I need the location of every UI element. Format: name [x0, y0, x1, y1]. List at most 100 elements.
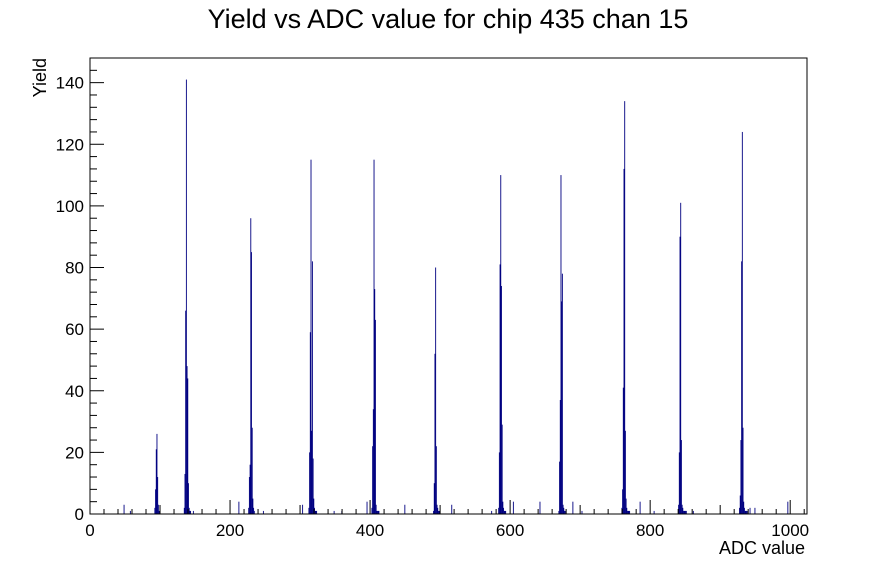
- histogram-bar: [309, 332, 311, 514]
- histogram-bar: [376, 510, 378, 514]
- histogram-bar: [681, 504, 683, 514]
- histogram-bar: [622, 489, 624, 514]
- histogram-bar: [491, 510, 493, 514]
- histogram-bar: [679, 236, 681, 514]
- histogram-bar: [501, 286, 502, 514]
- y-tick-label: 80: [65, 259, 84, 278]
- histogram-bar: [743, 507, 745, 514]
- histogram-bar: [512, 501, 514, 514]
- histogram-bar: [129, 510, 131, 514]
- histogram-bar: [372, 409, 374, 514]
- y-tick-label: 120: [56, 135, 84, 154]
- histogram-bar: [564, 510, 566, 514]
- histogram-bar: [498, 452, 500, 514]
- y-tick-label: 0: [75, 505, 84, 524]
- histogram-bar: [371, 507, 373, 514]
- histogram-bar: [372, 446, 374, 514]
- histogram-bar: [505, 510, 507, 514]
- histogram-bar: [685, 510, 687, 514]
- histogram-bar: [435, 267, 437, 514]
- histogram-bar: [251, 427, 253, 514]
- histogram-bar: [315, 510, 317, 514]
- histogram-bar: [563, 507, 565, 514]
- y-tick-label: 20: [65, 443, 84, 462]
- histogram-bar: [558, 510, 560, 514]
- histogram-bar: [745, 510, 747, 514]
- histogram-bar: [312, 458, 314, 514]
- histogram-bar: [404, 504, 406, 514]
- x-tick-label: 1000: [771, 521, 809, 540]
- histogram-bar: [622, 387, 624, 514]
- histogram-bar: [378, 510, 380, 514]
- histogram-bar: [561, 301, 563, 514]
- histogram-bar: [561, 273, 563, 514]
- histogram-bar: [189, 510, 191, 514]
- histogram-bar: [185, 79, 187, 514]
- x-axis: 0 200 400 600 800 1000: [85, 500, 809, 540]
- histogram-bar: [308, 507, 310, 514]
- histogram-bar: [251, 252, 252, 515]
- histogram-bar: [562, 504, 564, 514]
- histogram-bar: [253, 507, 255, 514]
- histogram-bar: [377, 510, 378, 514]
- histogram-bar: [741, 261, 743, 514]
- histogram-bar: [742, 427, 744, 514]
- histogram-bar: [252, 498, 254, 514]
- histogram-bar: [313, 498, 315, 514]
- histogram-bar: [680, 202, 682, 514]
- histogram-bar: [238, 501, 240, 514]
- histogram-bar: [739, 507, 740, 514]
- histogram-bar: [311, 261, 313, 514]
- y-axis: 0 20 40 60 80 100 120 140: [56, 57, 104, 524]
- histogram-bar: [377, 510, 379, 514]
- histogram-bar: [190, 510, 192, 514]
- histogram-bar: [302, 504, 304, 514]
- histogram-bar: [504, 510, 506, 514]
- histogram-bar: [374, 289, 376, 514]
- histogram-bar: [437, 507, 439, 514]
- histogram-bar: [433, 510, 434, 514]
- histogram-bar: [501, 424, 503, 514]
- histogram-bar: [746, 510, 748, 514]
- histogram-bar: [183, 507, 185, 514]
- plot-frame: [89, 57, 808, 515]
- histogram-bar: [503, 510, 505, 514]
- histogram-bar: [625, 498, 627, 514]
- histogram-bar: [155, 489, 157, 514]
- histogram-bar: [436, 504, 438, 514]
- histogram-bar: [502, 501, 504, 514]
- histogram-bar: [627, 510, 628, 514]
- histogram-bar: [366, 501, 368, 514]
- histogram-bar: [248, 507, 250, 514]
- histogram-bar: [500, 175, 502, 514]
- histogram-bar: [316, 510, 318, 514]
- histogram-bar: [749, 507, 751, 514]
- histogram-bar: [744, 510, 746, 514]
- histogram-bar: [639, 501, 641, 514]
- histogram-bar: [248, 477, 250, 514]
- histogram-bar: [539, 501, 541, 514]
- histogram-bar: [682, 507, 684, 514]
- histogram-bar: [685, 510, 687, 514]
- histogram-bar: [787, 501, 789, 514]
- chart-title: Yield vs ADC value for chip 435 chan 15: [208, 4, 689, 34]
- histogram-bar: [743, 501, 745, 514]
- histogram-bar: [680, 440, 682, 514]
- histogram-bar: [628, 510, 630, 514]
- x-axis-label: ADC value: [719, 538, 805, 558]
- histogram-bar: [624, 430, 626, 514]
- y-axis-label: Yield: [30, 58, 50, 97]
- histogram-bar: [684, 510, 686, 514]
- histogram-bar: [156, 433, 158, 514]
- histogram-bar: [188, 507, 190, 514]
- x-tick-label: 400: [356, 521, 384, 540]
- histogram-bar: [188, 483, 189, 514]
- x-tick-label: 800: [636, 521, 664, 540]
- histogram-bar: [629, 510, 631, 514]
- y-tick-label: 40: [65, 382, 84, 401]
- histogram-bar: [560, 175, 562, 514]
- histogram-bar: [187, 378, 189, 514]
- histogram-bar: [624, 101, 626, 514]
- histogram-bar: [373, 159, 375, 514]
- histogram-bar: [155, 449, 157, 514]
